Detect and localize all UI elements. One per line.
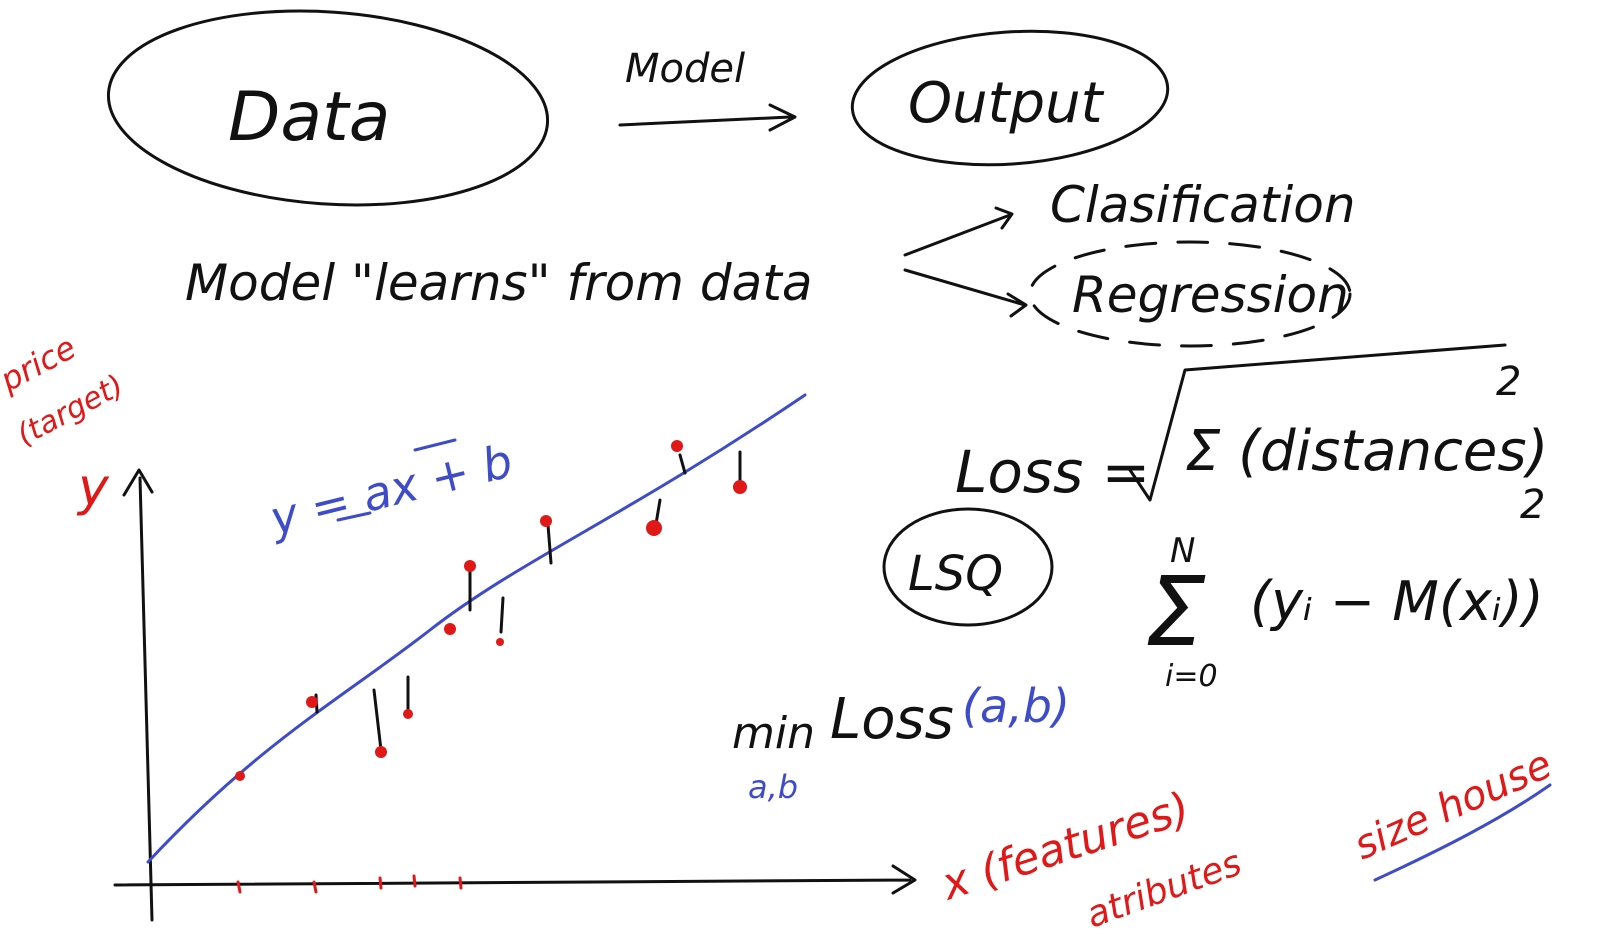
data-point [671, 440, 683, 452]
min-loss: Loss [830, 687, 954, 752]
classification-label: Clasification [1050, 176, 1356, 234]
data-point [403, 709, 413, 719]
regression-line [146, 393, 807, 864]
y-axis [122, 468, 154, 922]
regression-label: Regression [1072, 266, 1349, 324]
learning-section: Model "learns" from data Clasification R… [185, 176, 1356, 348]
residual-line [372, 688, 383, 752]
residual-line [678, 453, 687, 475]
x-tick [412, 874, 417, 888]
regression-highlight [1028, 240, 1352, 348]
min-sub: a,b [748, 768, 798, 806]
min-args: (a,b) [962, 679, 1070, 733]
x-tick [236, 880, 242, 894]
loss-power: 2 [1496, 359, 1521, 405]
x-axis [113, 864, 917, 895]
residual-line [546, 523, 553, 565]
x-tick [312, 880, 318, 894]
data-point [444, 623, 456, 635]
loss-word: Loss = [955, 438, 1150, 506]
residual-line [499, 596, 505, 634]
learning-sentence: Model "learns" from data [185, 254, 812, 312]
model-arrow [618, 103, 797, 132]
equation-underline-b [413, 438, 457, 452]
y-axis-label: y [76, 458, 110, 518]
loss-sum: Σ (distances) [1185, 419, 1548, 484]
output-label: Output [908, 71, 1105, 136]
data-point [306, 696, 318, 708]
branch-arrow-classification [903, 206, 1014, 257]
x-tick [458, 876, 463, 890]
data-ellipse [106, 9, 550, 207]
line-equation: y = ax + b [263, 433, 518, 546]
min-word: min [732, 708, 815, 759]
data-point [235, 771, 245, 781]
output-ellipse [850, 29, 1170, 167]
data-point [646, 520, 662, 536]
size-house-underline [1373, 783, 1552, 882]
sum-body: (yᵢ − M(xᵢ)) [1250, 570, 1544, 633]
y-label-price: price [0, 328, 82, 399]
sum-power: 2 [1520, 482, 1545, 528]
model-label: Model [625, 46, 745, 92]
data-label: Data [228, 78, 390, 157]
lsq-circle [882, 507, 1054, 627]
sqrt-sign [1128, 343, 1507, 502]
lsq-label: LSQ [908, 546, 1003, 602]
data-points [235, 440, 747, 781]
x-tick [378, 876, 383, 890]
data-point [733, 480, 747, 494]
flow-diagram: Data Model Output [106, 9, 1170, 207]
loss-formula: Loss = Σ (distances) 2 LSQ N Σ i=0 (yᵢ −… [732, 343, 1548, 806]
x-ticks [236, 874, 463, 894]
sum-bottom: i=0 [1165, 659, 1218, 694]
data-point [540, 515, 552, 527]
data-point [375, 746, 387, 758]
branch-arrow-regression [903, 268, 1028, 318]
sum-symbol: Σ [1145, 556, 1206, 668]
data-point [464, 560, 476, 572]
data-point [496, 638, 504, 646]
sum-top: N [1170, 531, 1195, 571]
size-house-label: size house [1347, 741, 1558, 869]
equation-underline-a [336, 511, 372, 522]
